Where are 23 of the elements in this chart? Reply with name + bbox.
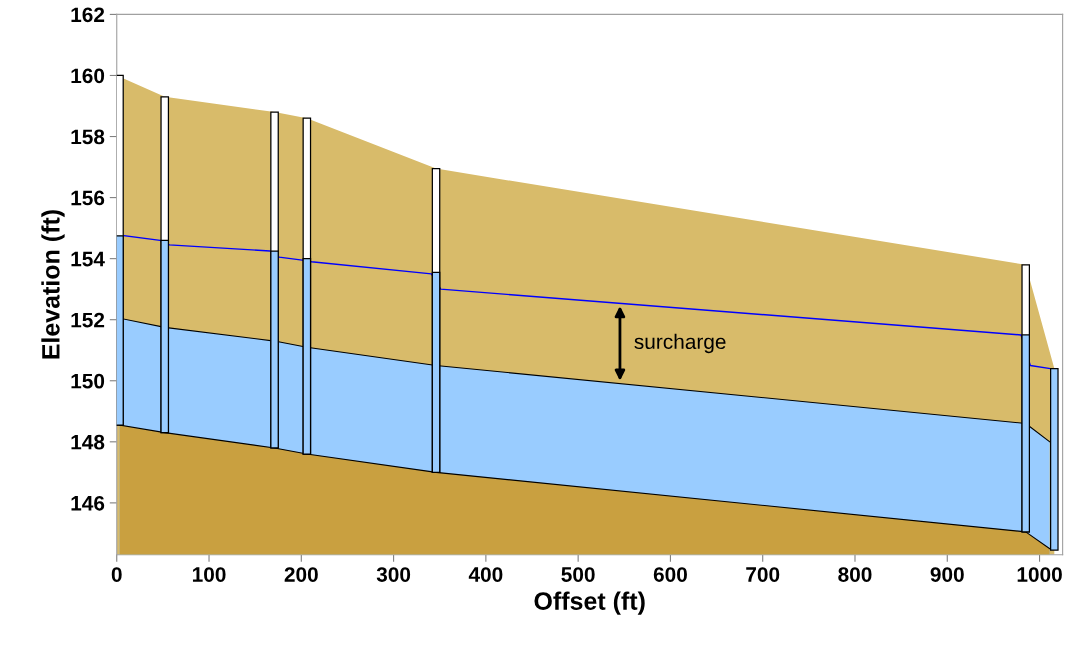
annotation: surcharge bbox=[634, 333, 726, 354]
x-tick-label: 100 bbox=[192, 567, 226, 582]
y-tick-label: 162 bbox=[71, 7, 105, 23]
x-tick-label: 300 bbox=[376, 567, 411, 582]
x-tick-label: 0 bbox=[111, 567, 122, 582]
y-tick-label: 156 bbox=[71, 190, 105, 206]
x-tick-label: 200 bbox=[284, 567, 318, 582]
y-tick-label: 154 bbox=[71, 251, 105, 267]
y-tick-label: 152 bbox=[71, 312, 105, 328]
y-tick-label: 160 bbox=[71, 68, 105, 84]
y-tick-label: 146 bbox=[71, 495, 105, 511]
x-tick-label: 600 bbox=[653, 567, 687, 582]
x-tick-label: 1000 bbox=[1017, 567, 1062, 582]
y-tick-label: 148 bbox=[71, 434, 105, 450]
x-tick-label: 900 bbox=[930, 567, 964, 582]
x-tick-label: 400 bbox=[468, 567, 503, 582]
x-tick-label: 700 bbox=[746, 567, 780, 582]
x-axis-title: Offset (ft) bbox=[534, 591, 645, 615]
y-axis-title: Elevation (ft) bbox=[41, 210, 65, 359]
y-tick-label: 158 bbox=[71, 129, 105, 145]
x-tick-label: 500 bbox=[561, 567, 595, 582]
y-tick-label: 150 bbox=[71, 373, 105, 389]
x-tick-label: 800 bbox=[838, 567, 872, 582]
